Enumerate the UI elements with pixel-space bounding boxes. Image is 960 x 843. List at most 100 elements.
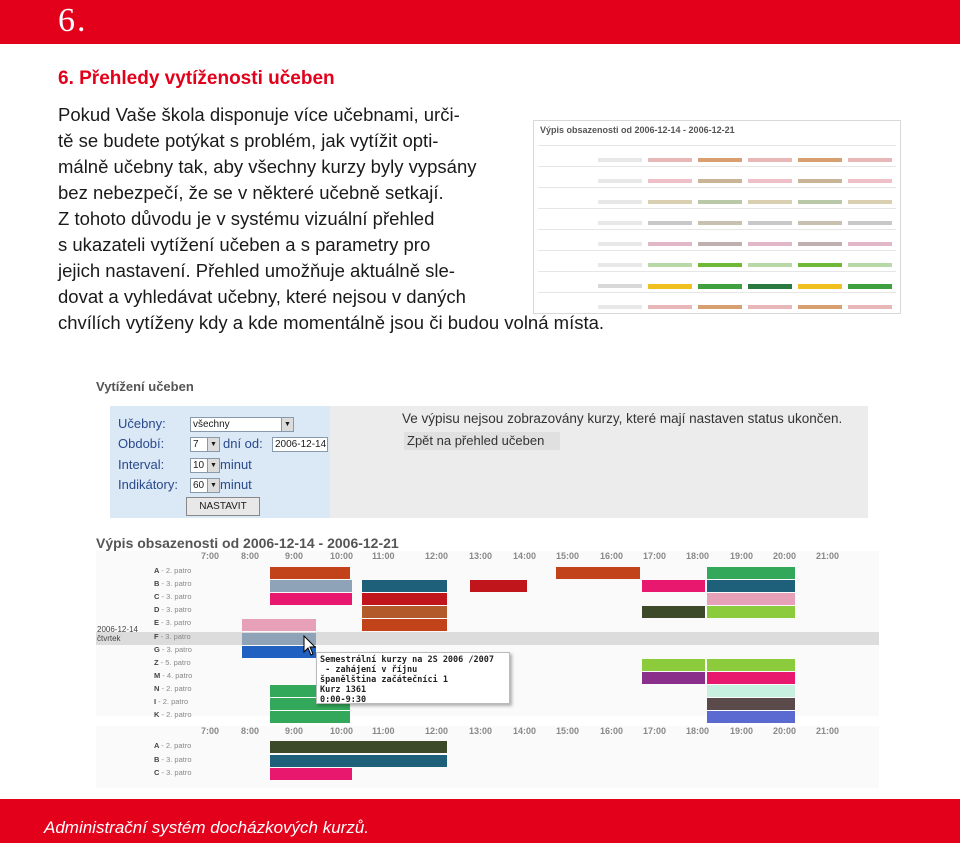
chevron-down-icon: ▼ [207,438,219,451]
indikatory-value: 60 [193,480,205,491]
room-code: B [154,579,162,589]
back-to-overview-link[interactable]: Zpět na přehled učeben [404,432,560,450]
thumbnail-block [748,179,792,183]
room-floor: - 4. patro [162,670,193,680]
schedule-grid-next-day [96,726,879,788]
intro-line: jejich nastavení. Přehled umožňuje aktuá… [58,260,455,281]
tooltip-line: Semestrální kurzy na 2S 2006 /2007 [320,655,494,665]
occupancy-block [707,671,795,684]
thumbnail-block [798,200,842,204]
thumbnail-block [648,221,692,225]
interval-select[interactable]: 10 ▼ [190,458,220,473]
intro-text: Pokud Vaše škola disponuje více učebnami… [58,102,698,336]
occupancy-block [707,711,795,724]
occupancy-block [362,580,447,593]
thumbnail-block [698,158,742,162]
time-tick: 14:00 [513,726,537,736]
occupancy-block [642,671,705,684]
chapter-number: 6. [58,2,88,39]
room-floor: - 2. patro [161,683,192,693]
thumbnail-block [648,200,692,204]
obdobi-select[interactable]: 7 ▼ [190,437,220,452]
thumbnail-block [748,242,792,246]
time-tick: 21:00 [816,551,840,561]
time-tick: 8:00 [241,551,260,561]
thumbnail-block [848,263,892,267]
occupancy-block [707,658,795,671]
thumbnail-block [798,305,842,309]
chevron-down-icon: ▼ [207,459,219,472]
thumbnail-row [538,166,896,189]
ucebny-label: Učebny: [118,416,166,431]
interval-label: Interval: [118,457,165,472]
room-code: A [154,566,162,575]
occupancy-block [362,593,447,606]
room-code: N [154,683,162,693]
course-tooltip: Semestrální kurzy na 2S 2006 /2007 - zah… [316,652,510,705]
occupancy-block [270,580,352,593]
room-floor: - 3. patro [161,579,192,589]
date-label: 2006-12-14 čtvrtek [97,625,138,643]
thumbnail-block [648,179,692,183]
intro-line: dovat a vyhledávat učebny, které nejsou … [58,286,466,307]
thumbnail-block [598,221,642,225]
occupancy-block [242,632,316,645]
tooltip-line: 0:00-9:30 [320,695,367,705]
occupancy-block [270,754,447,767]
thumbnail-block [598,200,642,204]
occupancy-block [707,684,795,697]
ucebny-select[interactable]: všechny ▼ [190,417,294,432]
footer-text: Administrační systém docházkových kurzů. [44,818,370,837]
obdobi-value: 7 [193,439,199,450]
ucebny-value: všechny [193,419,230,430]
thumbnail-block [598,263,642,267]
tooltip-line: španělština začátečníci 1 [320,675,448,685]
dni-od-input[interactable]: 2006-12-14 [272,437,328,452]
room-code: D [154,605,162,615]
thumbnail-block [748,305,792,309]
room-code: Z [154,657,161,667]
thumbnail-block [648,242,692,246]
nastavit-button[interactable]: NASTAVIT [186,497,260,516]
intro-line: tě se budete potýkat s problém, jak vytí… [58,130,439,151]
room-label: K - 2. patro [154,710,192,719]
thumbnail-block [648,305,692,309]
occupancy-block [556,567,640,579]
room-label: N - 2. patro [154,684,192,693]
room-floor: - 3. patro [161,768,192,777]
thumbnail-block [798,179,842,183]
intro-line: Z tohoto důvodu je v systému vizuální př… [58,208,435,229]
intro-line: Pokud Vaše škola disponuje více učebnami… [58,104,460,125]
time-tick: 17:00 [643,551,667,561]
occupancy-block [707,698,795,710]
thumbnail-block [698,263,742,267]
room-label: M - 4. patro [154,671,192,680]
room-label: A - 2. patro [154,566,191,575]
tooltip-line: - zahájení v říjnu [320,665,418,675]
thumbnail-block [848,158,892,162]
occupancy-block [707,567,795,579]
occupancy-block [270,593,352,606]
room-label: A - 2. patro [154,741,191,750]
time-tick: 9:00 [285,551,304,561]
interval-unit: minut [220,457,252,472]
status-note: Ve výpisu nejsou zobrazovány kurzy, kter… [402,411,843,426]
thumbnail-block [598,179,642,183]
thumbnail-block [598,305,642,309]
time-tick: 12:00 [425,551,449,561]
date-value: 2006-12-14 [97,625,138,634]
room-floor: - 3. patro [161,644,192,654]
schedule-thumbnail: Výpis obsazenosti od 2006-12-14 - 2006-1… [533,120,901,314]
schedule-title: Výpis obsazenosti od 2006-12-14 - 2006-1… [96,535,399,551]
occupancy-block [707,593,795,606]
thumbnail-block [698,221,742,225]
indikatory-select[interactable]: 60 ▼ [190,478,220,493]
room-label: I - 2. patro [154,697,188,706]
thumbnail-row [538,229,896,252]
thumbnail-row [538,250,896,273]
thumbnail-block [848,221,892,225]
thumbnail-row [538,292,896,313]
room-floor: - 5. patro [160,657,191,667]
time-tick: 21:00 [816,726,840,736]
thumbnail-block [798,242,842,246]
